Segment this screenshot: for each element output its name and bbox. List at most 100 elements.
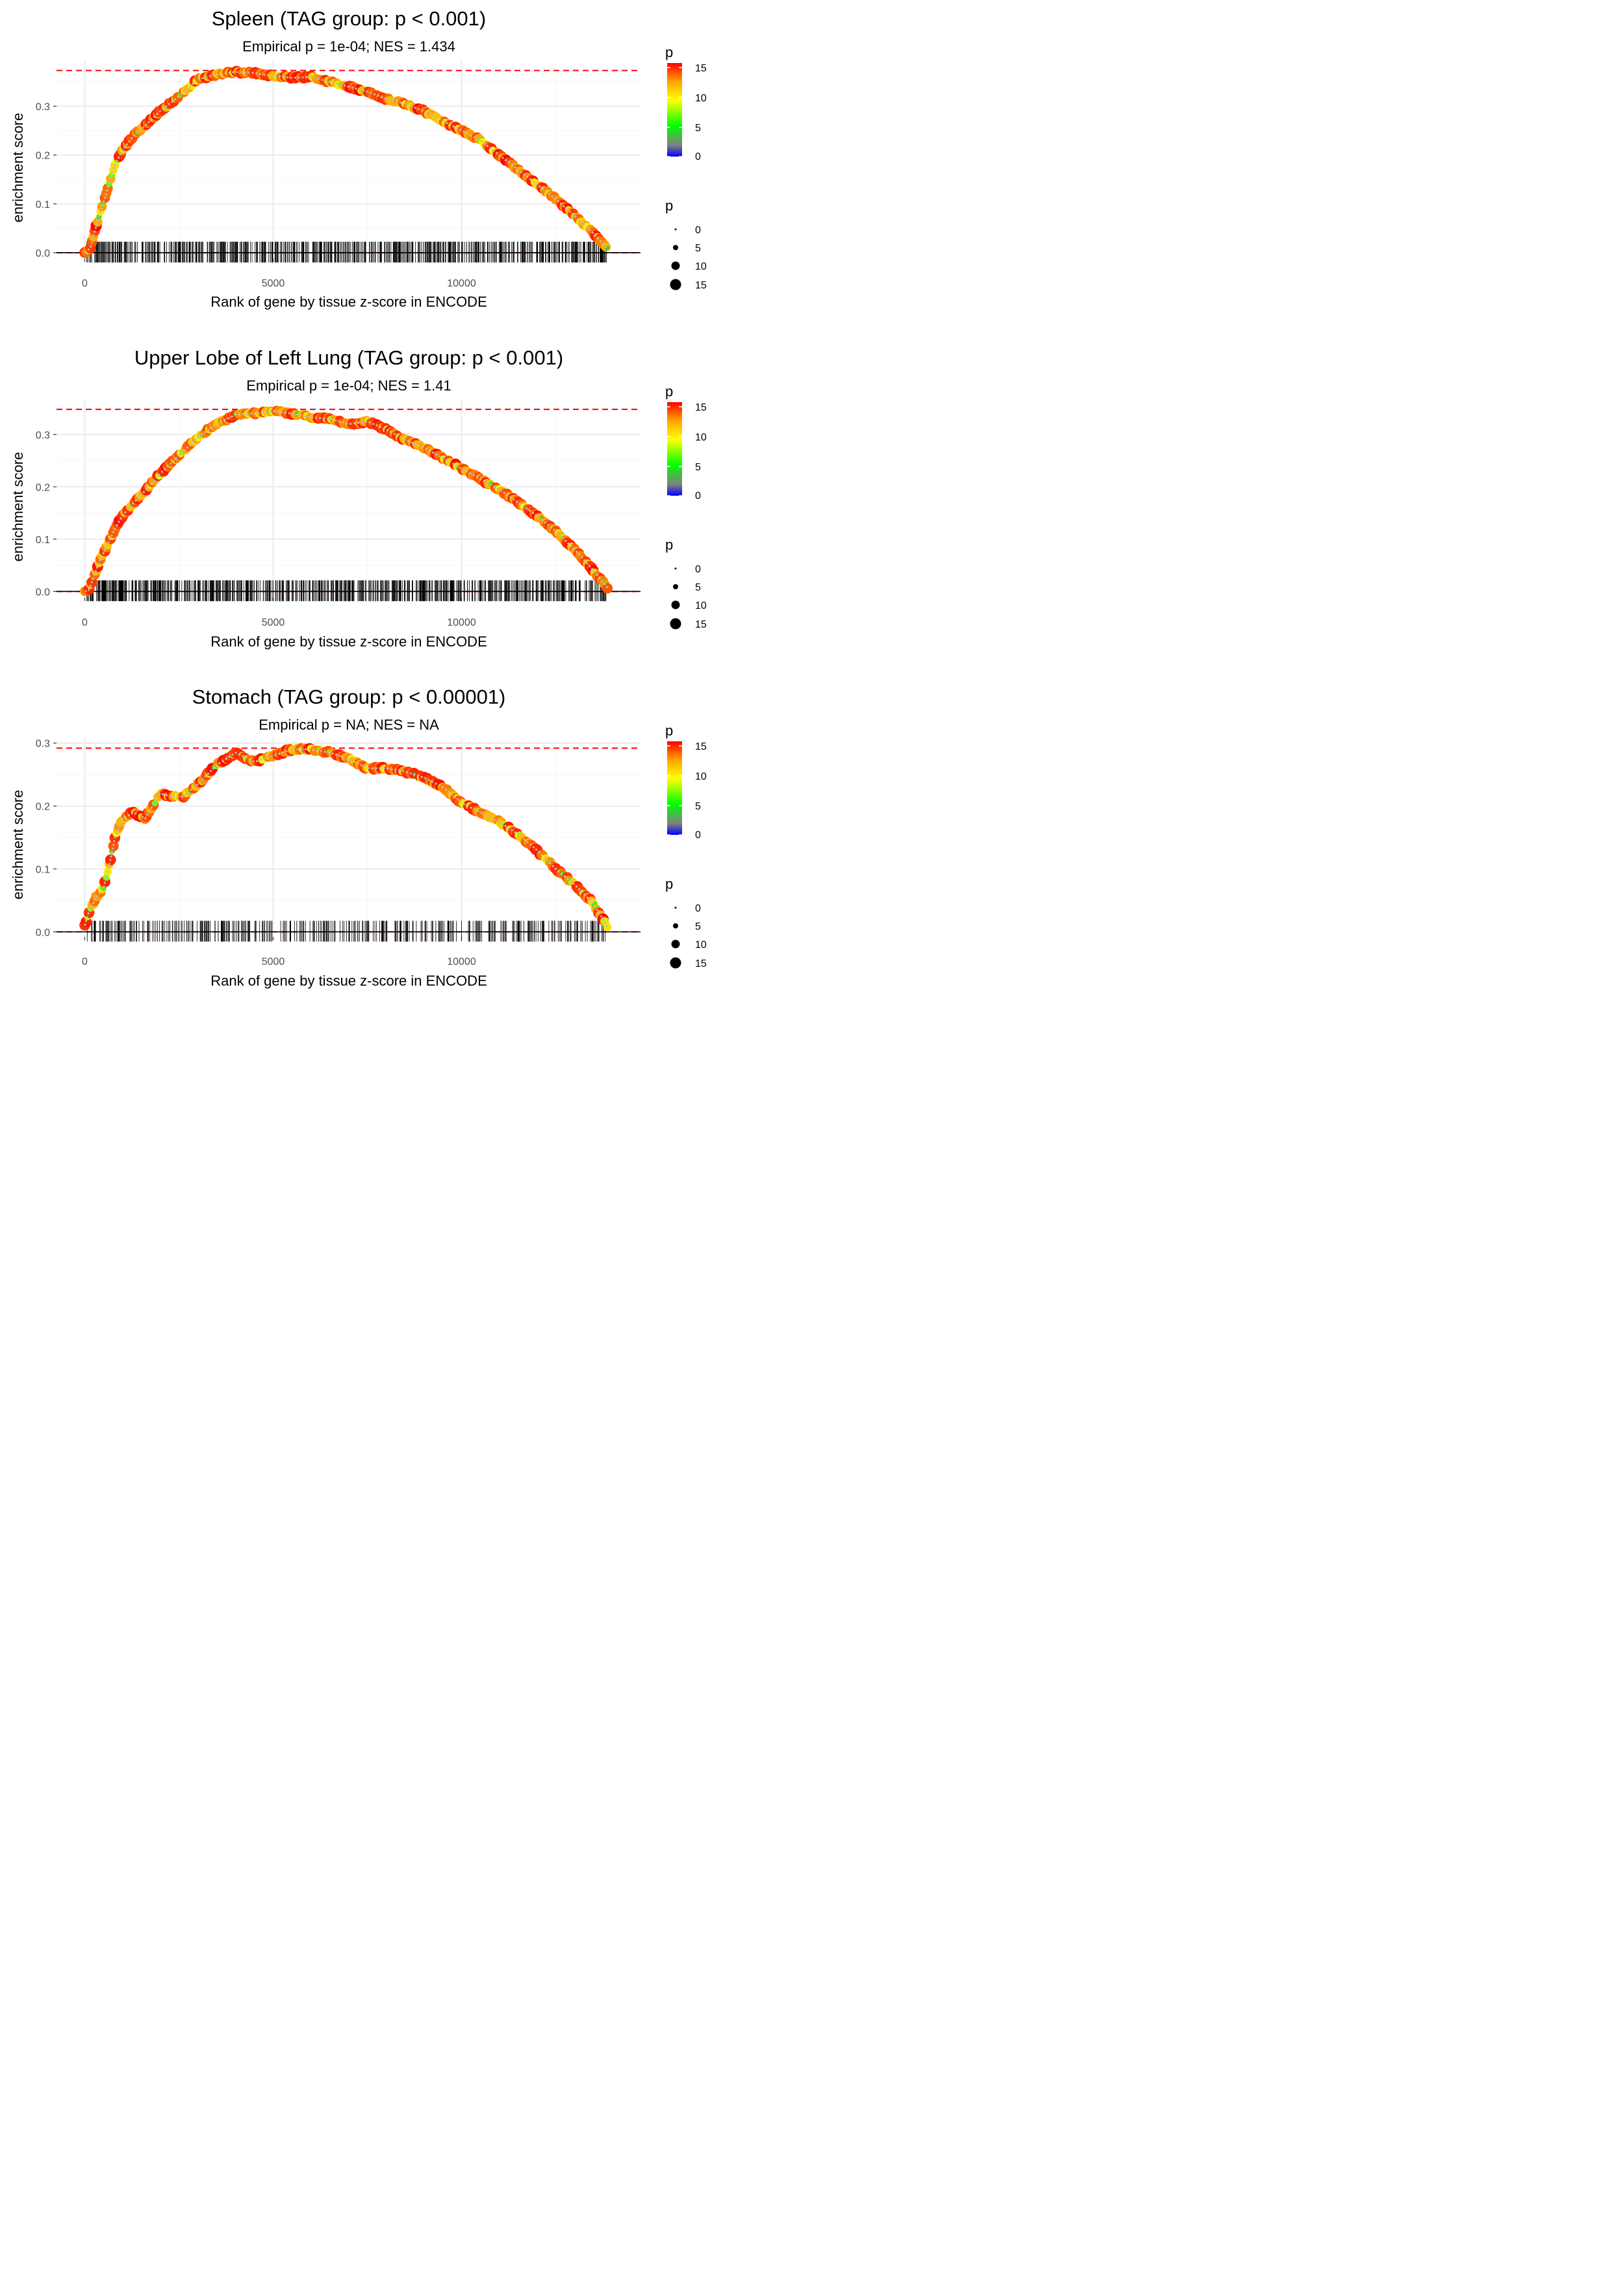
size-key-dot: [671, 261, 680, 270]
legend-size-label: 10: [695, 261, 707, 272]
x-axis-label: Rank of gene by tissue z-score in ENCODE: [210, 294, 487, 310]
x-axis-label: Rank of gene by tissue z-score in ENCODE: [210, 973, 487, 989]
legend-size-label: 15: [695, 619, 707, 630]
size-legend: p 0 5 10 15: [665, 198, 707, 291]
x-tick-label: 5000: [262, 956, 285, 967]
size-key-dot: [670, 279, 681, 290]
legend-tick-label: 10: [695, 432, 707, 443]
legend-title: p: [665, 44, 673, 60]
legend-tick-label: 5: [695, 801, 701, 812]
legend-size-label: 5: [695, 921, 701, 932]
gene-hit-rug: [86, 580, 607, 602]
running-score-line: [84, 409, 609, 593]
legend-tick-label: 5: [695, 462, 701, 473]
x-tick-label: 10000: [447, 956, 476, 967]
y-tick-label: 0.0: [36, 587, 50, 598]
size-key-dot: [674, 906, 677, 909]
legend-title: p: [665, 876, 673, 892]
y-axis-label: enrichment score: [10, 790, 26, 900]
legend-tick-label: 0: [695, 151, 701, 162]
score-point: [602, 583, 613, 594]
legend-size-label: 10: [695, 939, 707, 951]
y-tick-label: 0.2: [36, 151, 50, 162]
x-tick-label: 5000: [262, 278, 285, 289]
legend-tick-label: 10: [695, 771, 707, 782]
legend-size-label: 0: [695, 903, 701, 914]
legend-tick-label: 5: [695, 123, 701, 134]
legend-size-label: 0: [695, 225, 701, 236]
x-tick-label: 0: [82, 617, 88, 628]
color-legend: p 0 5 10 15: [665, 722, 707, 841]
color-bar-ticks: [667, 67, 682, 157]
color-bar-ticks: [667, 745, 682, 836]
size-legend: p 0 5 10 15: [665, 876, 707, 969]
x-tick-label: 0: [82, 956, 88, 967]
legend-tick-label: 10: [695, 93, 707, 104]
size-key-dot: [673, 923, 678, 928]
panel-spleen: Spleen (TAG group: p < 0.001) Empirical …: [10, 7, 707, 310]
x-tick-label: 10000: [447, 278, 476, 289]
chart-subtitle: Empirical p = 1e-04; NES = 1.434: [242, 38, 455, 55]
x-axis-label: Rank of gene by tissue z-score in ENCODE: [210, 633, 487, 650]
size-key-dot: [671, 600, 680, 609]
y-tick-label: 0.3: [36, 430, 50, 441]
legend-size-label: 5: [695, 582, 701, 593]
y-tick-label: 0.3: [36, 101, 50, 112]
chart-subtitle: Empirical p = 1e-04; NES = 1.41: [246, 377, 451, 394]
figure-root: Spleen (TAG group: p < 0.001) Empirical …: [0, 0, 720, 1008]
y-tick-label: 0.0: [36, 248, 50, 259]
legend-tick-label: 0: [695, 830, 701, 841]
gene-hit-rug: [86, 242, 607, 262]
y-axis-label: enrichment score: [10, 452, 26, 562]
size-key-dot: [671, 939, 680, 949]
legend-tick-label: 15: [695, 741, 707, 752]
running-score-line: [84, 748, 609, 930]
chart-subtitle: Empirical p = NA; NES = NA: [259, 717, 439, 733]
chart-title: Upper Lobe of Left Lung (TAG group: p < …: [134, 346, 563, 369]
legend-size-label: 0: [695, 564, 701, 575]
color-legend: p 0 5 10 15: [665, 383, 707, 502]
score-point: [93, 217, 103, 227]
x-tick-label: 0: [82, 278, 88, 289]
y-tick-label: 0.2: [36, 802, 50, 813]
legend-size-label: 10: [695, 600, 707, 611]
size-key-dot: [673, 245, 678, 250]
x-tick-label: 5000: [262, 617, 285, 628]
legend-title: p: [665, 198, 673, 214]
x-tick-label: 10000: [447, 617, 476, 628]
color-bar: [667, 402, 682, 496]
y-tick-label: 0.2: [36, 482, 50, 493]
running-score-line: [84, 71, 609, 254]
gene-hit-rug: [86, 921, 605, 942]
score-point: [108, 841, 119, 852]
legend-title: p: [665, 722, 673, 739]
y-axis-label: enrichment score: [10, 113, 26, 223]
y-tick-label: 0.3: [36, 739, 50, 750]
color-legend: p 0 5 10 15: [665, 44, 707, 162]
plot-area: [53, 738, 641, 942]
legend-title: p: [665, 537, 673, 553]
chart-title: Spleen (TAG group: p < 0.001): [212, 7, 486, 30]
legend-size-label: 5: [695, 243, 701, 254]
size-key-dot: [670, 618, 681, 630]
color-bar: [667, 741, 682, 835]
size-legend: p 0 5 10 15: [665, 537, 707, 630]
chart-title: Stomach (TAG group: p < 0.00001): [192, 685, 506, 708]
gsea-figure: Spleen (TAG group: p < 0.001) Empirical …: [10, 7, 707, 989]
color-bar-ticks: [667, 406, 682, 496]
size-key-dot: [673, 584, 678, 589]
y-tick-label: 0.1: [36, 864, 50, 875]
size-key-dot: [670, 957, 681, 969]
legend-size-label: 15: [695, 280, 707, 291]
legend-size-label: 15: [695, 958, 707, 969]
panel-stomach: Stomach (TAG group: p < 0.00001) Empiric…: [10, 685, 707, 989]
panel-upper-lobe-left-lung: Upper Lobe of Left Lung (TAG group: p < …: [10, 346, 707, 650]
legend-title: p: [665, 383, 673, 400]
y-tick-label: 0.1: [36, 199, 50, 211]
y-tick-label: 0.0: [36, 927, 50, 938]
y-tick-label: 0.1: [36, 535, 50, 546]
legend-tick-label: 15: [695, 63, 707, 74]
legend-tick-label: 0: [695, 491, 701, 502]
size-key-dot: [674, 567, 677, 570]
legend-tick-label: 15: [695, 402, 707, 413]
